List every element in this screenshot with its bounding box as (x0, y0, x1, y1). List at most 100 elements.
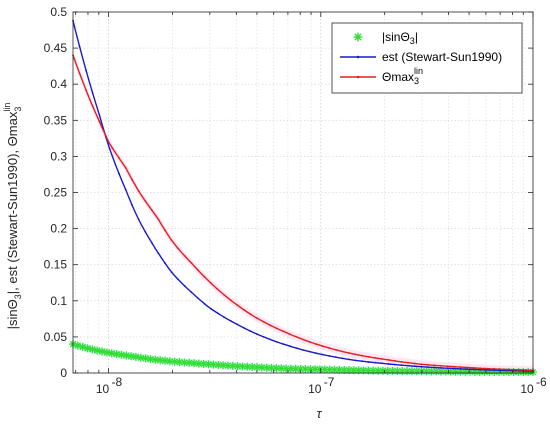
series-point-1 (486, 369, 488, 371)
y-label-sub-b: 3 (13, 107, 23, 112)
series-point-1 (249, 330, 252, 332)
series-point-2 (282, 330, 285, 333)
series-point-2 (111, 147, 114, 150)
series-point-2 (328, 347, 331, 349)
series-point-1 (111, 155, 114, 158)
scatter-point (141, 354, 150, 363)
series-point-1 (341, 357, 344, 360)
asterisk-stroke (345, 366, 353, 374)
series-point-1 (170, 271, 173, 274)
series-point-2 (170, 239, 173, 242)
series-point-2 (289, 333, 291, 336)
series-point-1 (348, 358, 350, 361)
series-point-2 (433, 364, 436, 367)
asterisk-stroke (142, 355, 149, 362)
x-tick-exponent: -8 (112, 375, 123, 389)
tick-labels: 00.050.10.150.20.250.30.350.40.450.510 -8… (44, 5, 547, 396)
series-point-2 (308, 341, 311, 343)
series-point-1 (473, 368, 475, 371)
legend-marker-2 (356, 75, 360, 79)
asterisk-stroke (452, 368, 459, 375)
y-tick-label: 0.2 (50, 222, 67, 236)
series-point-2 (210, 282, 212, 285)
series-point-1 (177, 278, 180, 281)
y-tick-label: 0.25 (44, 186, 68, 200)
series-point-1 (433, 366, 436, 369)
asterisk-stroke (355, 367, 362, 374)
x-tick-label: 10 (308, 382, 322, 396)
series-point-1 (98, 113, 101, 116)
series-point-2 (335, 348, 337, 351)
asterisk-stroke (292, 365, 299, 373)
series-point-2 (223, 294, 226, 296)
axis-labels: τ |sinΘ3|, est (Stewart-Sun1990), Θmax3l… (2, 103, 323, 421)
asterisk-stroke (79, 343, 86, 351)
series-point-1 (256, 333, 258, 335)
asterisk-stroke (282, 365, 290, 372)
series-point-2 (440, 364, 442, 367)
series-point-1 (361, 360, 363, 363)
asterisk-stroke (98, 348, 106, 355)
scatter-point (349, 366, 358, 375)
series-point-2 (394, 360, 396, 362)
scatter-point (98, 347, 107, 356)
legend-marker-1 (356, 55, 360, 59)
asterisk-stroke (108, 350, 115, 357)
series-point-1 (427, 366, 429, 368)
asterisk-stroke (326, 366, 333, 373)
series-point-1 (210, 307, 212, 310)
series-point-1 (236, 323, 239, 326)
series-point-2 (295, 336, 298, 338)
asterisk-stroke (302, 365, 309, 373)
series-point-1 (335, 356, 337, 359)
y-label-part-a: |sinΘ (5, 299, 20, 329)
x-axis-label: τ (317, 406, 323, 421)
series-point-2 (85, 89, 87, 92)
asterisk-stroke (258, 364, 266, 371)
y-tick-label: 0.35 (44, 113, 68, 127)
series-point-1 (203, 302, 206, 305)
series-point-2 (413, 362, 416, 365)
legend-label-1: est (Stewart-Sun1990) (382, 50, 502, 64)
series-point-1 (446, 367, 449, 370)
series-point-2 (446, 365, 449, 368)
series-point-1 (157, 252, 160, 255)
asterisk-stroke (374, 367, 382, 374)
y-label-sup-b: lin (2, 103, 12, 112)
series-point-1 (466, 368, 469, 371)
axes-layer (72, 11, 534, 374)
asterisk-stroke (311, 366, 319, 373)
series-point-2 (137, 190, 140, 193)
series-point-2 (499, 368, 501, 371)
series-point-1 (269, 338, 271, 341)
series-point-1 (420, 365, 423, 368)
series-point-1 (282, 343, 285, 345)
y-tick-label: 0 (60, 366, 67, 380)
asterisk-stroke (93, 347, 101, 354)
scatter-point (131, 352, 140, 361)
series-point-1 (197, 297, 199, 299)
series-point-1 (137, 218, 140, 221)
series-point-1 (315, 352, 317, 355)
scatter-point (117, 350, 126, 359)
series-point-2 (262, 320, 265, 323)
series-point-2 (374, 357, 377, 359)
series-point-1 (151, 242, 153, 244)
series-point-2 (164, 229, 166, 232)
series-point-2 (203, 275, 206, 278)
series-point-1 (459, 368, 462, 370)
series-point-2 (105, 135, 107, 138)
series-point-1 (229, 320, 232, 322)
series-point-1 (243, 327, 245, 329)
asterisk-stroke (369, 367, 377, 374)
series-point-2 (466, 366, 469, 369)
series-point-2 (236, 304, 239, 306)
asterisk-stroke (354, 33, 362, 41)
asterisk-stroke (84, 345, 91, 352)
asterisk-stroke (74, 342, 82, 349)
series-point-2 (131, 178, 134, 181)
series-point-2 (98, 120, 101, 123)
asterisk-stroke (457, 368, 464, 375)
series-point-2 (243, 308, 245, 311)
